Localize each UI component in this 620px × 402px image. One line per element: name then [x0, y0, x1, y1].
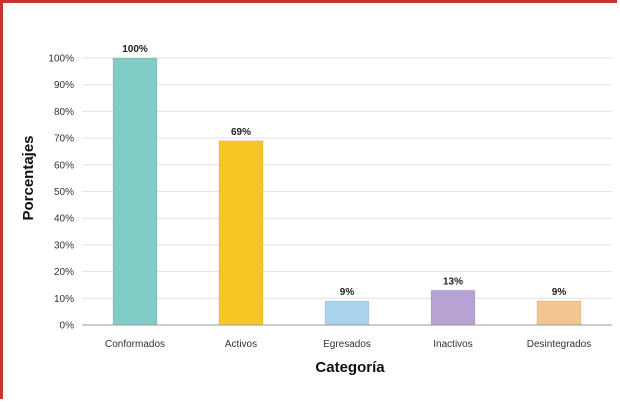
y-tick-label: 80%: [54, 107, 74, 118]
gridlines: [82, 57, 612, 326]
bar: [218, 140, 264, 326]
y-tick-label: 60%: [54, 160, 74, 171]
bar: [430, 289, 476, 326]
bar: [324, 300, 370, 326]
y-tick-label: 40%: [54, 214, 74, 225]
y-tick-label: 10%: [54, 294, 74, 305]
bar: [536, 300, 582, 326]
data-label: 69%: [231, 127, 251, 138]
x-axis-title: Categoría: [315, 359, 385, 376]
category-label: Activos: [225, 339, 257, 350]
bar: [112, 57, 158, 326]
category-label: Desintegrados: [527, 339, 591, 350]
y-tick-label: 20%: [54, 267, 74, 278]
y-tick-label: 50%: [54, 187, 74, 198]
category-label: Egresados: [323, 339, 371, 350]
data-label: 9%: [340, 287, 355, 298]
data-labels: 100% 69% 9% 13% 9%: [122, 44, 566, 298]
y-tick-label: 100%: [48, 54, 74, 65]
data-label: 100%: [122, 44, 148, 55]
y-axis-title: Porcentajes: [20, 135, 37, 220]
category-labels: Conformados Activos Egresados Inactivos Desi…: [105, 339, 591, 350]
data-label: 13%: [443, 276, 463, 287]
y-tick-label: 0%: [60, 321, 75, 332]
category-label: Inactivos: [433, 339, 472, 350]
bars: [112, 57, 582, 326]
data-label: 9%: [552, 287, 567, 298]
y-tick-label: 30%: [54, 240, 74, 251]
y-tick-labels: 0% 10% 20% 30% 40% 50% 60% 70% 80% 90% 100%: [48, 54, 74, 332]
category-label: Conformados: [105, 339, 165, 350]
y-tick-label: 90%: [54, 80, 74, 91]
y-tick-label: 70%: [54, 134, 74, 145]
